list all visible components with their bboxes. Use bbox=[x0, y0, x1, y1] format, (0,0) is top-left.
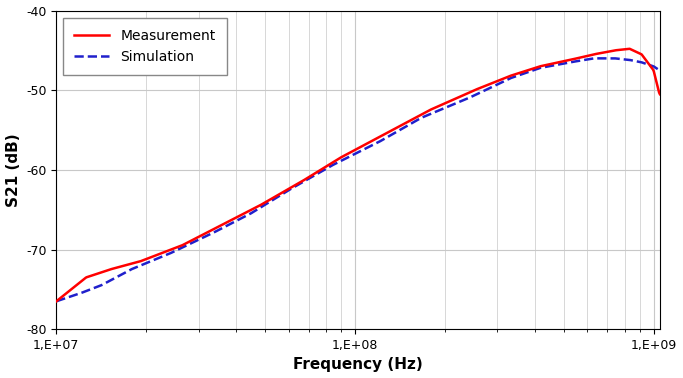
Measurement bbox=[572, 56, 580, 61]
Legend: Measurement, Simulation: Measurement, Simulation bbox=[64, 17, 227, 75]
Simulation bbox=[419, 115, 427, 119]
Measurement bbox=[656, 92, 664, 96]
Simulation bbox=[656, 68, 664, 73]
Measurement bbox=[89, 273, 98, 277]
Y-axis label: S21 (dB): S21 (dB) bbox=[5, 133, 20, 207]
Measurement bbox=[403, 120, 411, 124]
Measurement bbox=[52, 299, 60, 304]
Line: Measurement: Measurement bbox=[56, 49, 660, 301]
Measurement bbox=[626, 46, 634, 51]
Simulation bbox=[436, 107, 445, 112]
Simulation bbox=[510, 74, 518, 79]
Measurement bbox=[510, 72, 518, 77]
Simulation bbox=[89, 286, 98, 291]
Measurement bbox=[436, 103, 445, 107]
Measurement bbox=[419, 112, 427, 116]
Simulation bbox=[403, 124, 411, 128]
Line: Simulation: Simulation bbox=[56, 58, 660, 301]
Simulation bbox=[52, 299, 60, 304]
Simulation bbox=[572, 59, 580, 64]
X-axis label: Frequency (Hz): Frequency (Hz) bbox=[293, 358, 423, 372]
Simulation bbox=[590, 56, 598, 60]
